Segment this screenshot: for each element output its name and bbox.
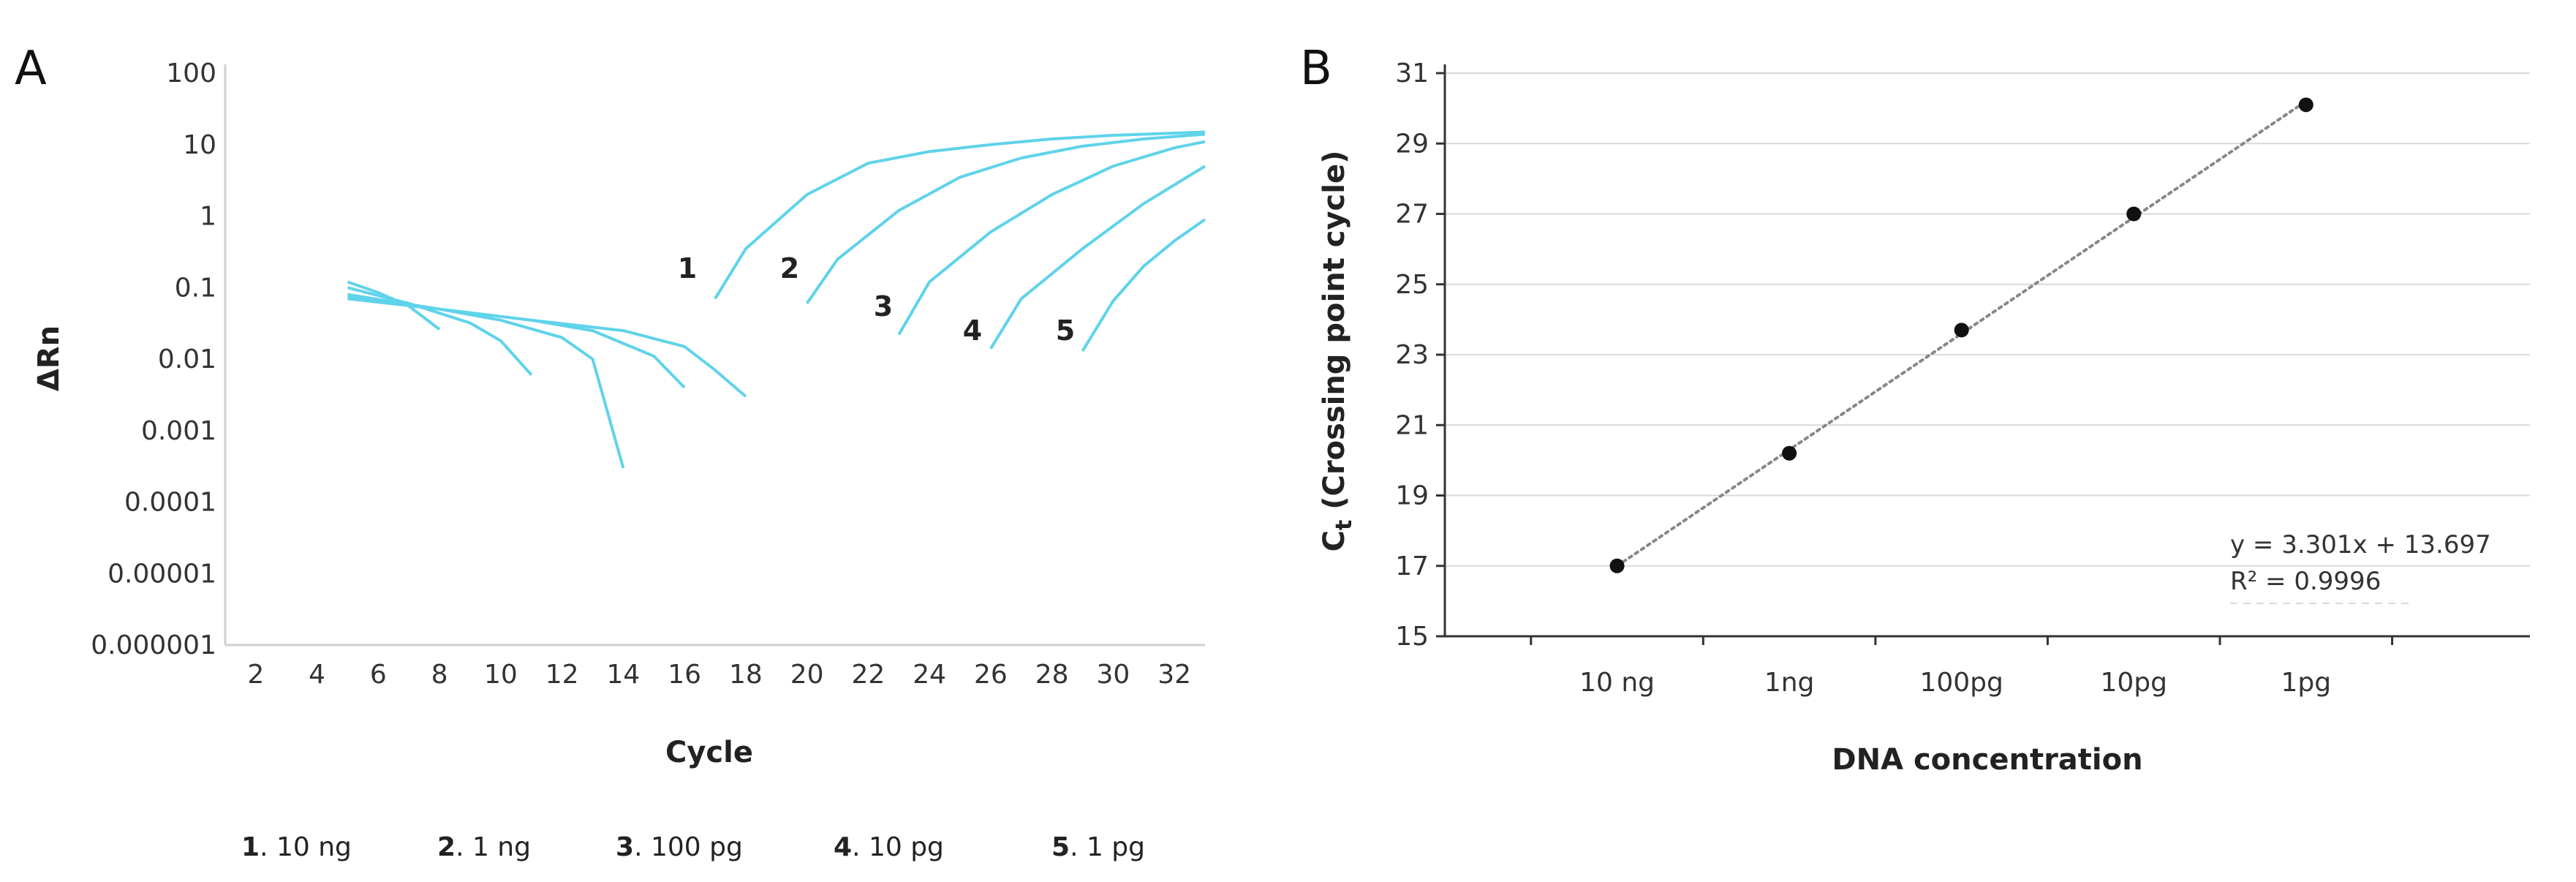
panel-a-label: A xyxy=(15,42,47,96)
panel-b-y-tick: 17 xyxy=(1395,551,1429,581)
panel-b-y-tick: 19 xyxy=(1395,481,1429,511)
panel-a-y-tick: 100 xyxy=(166,59,216,88)
r-squared-label: R² = 0.9996 xyxy=(2230,567,2381,596)
baseline-curve xyxy=(347,297,747,398)
panel-b-y-tick: 25 xyxy=(1395,270,1429,300)
panel-b-x-tick-marks xyxy=(1530,636,2394,645)
amplification-curve-1 xyxy=(714,130,1206,300)
panel-b-gridlines xyxy=(1445,72,2530,567)
panel-b-x-ticks: 10 ng 1ng 100pg 10pg 1pg xyxy=(1579,668,2331,698)
panel-a-y-tick: 0.0001 xyxy=(124,488,216,518)
regression-equation: y = 3.301x + 13.697 xyxy=(2230,530,2491,559)
panel-a-x-ticks: 2 4 6 8 10 12 14 16 18 20 22 24 26 28 30… xyxy=(247,660,1191,690)
panel-a-x-tick: 14 xyxy=(606,660,640,690)
panel-a-y-tick: 1 xyxy=(200,202,216,232)
amplification-curve-3 xyxy=(897,140,1206,336)
legend-item-1: 1. 10 ng xyxy=(241,832,352,862)
panel-a: A ΔRn 100 10 1 0.1 0.01 0.001 0.0001 0.0… xyxy=(15,42,1206,862)
panel-a-x-axis-title: Cycle xyxy=(665,736,753,769)
data-point xyxy=(1782,445,1797,461)
panel-b: B 15 17 19 21 23 25 27 29 31 10 ng 1ng 1… xyxy=(1300,42,2530,777)
curve-label-1: 1 xyxy=(678,252,697,284)
panel-a-x-tick: 26 xyxy=(974,660,1008,690)
amplification-curve-2 xyxy=(805,132,1206,305)
panel-b-x-tick: 1pg xyxy=(2281,668,2331,698)
baseline-curve xyxy=(347,286,533,377)
panel-a-x-tick: 30 xyxy=(1096,660,1130,690)
panel-b-x-tick: 1ng xyxy=(1764,668,1815,698)
panel-b-y-tick: 23 xyxy=(1395,340,1429,370)
panel-a-y-tick: 0.001 xyxy=(141,416,216,446)
panel-a-x-tick: 12 xyxy=(545,660,579,690)
panel-b-y-tick: 31 xyxy=(1395,59,1429,88)
panel-b-y-tick: 29 xyxy=(1395,129,1429,159)
panel-b-y-tick-marks xyxy=(1436,72,1445,638)
panel-b-x-axis-title: DNA concentration xyxy=(1832,743,2142,777)
amplification-curve-5 xyxy=(1081,218,1206,352)
data-point xyxy=(1954,323,1969,338)
panel-a-y-tick: 0.01 xyxy=(158,344,216,374)
panel-b-y-tick: 21 xyxy=(1395,410,1429,440)
panel-b-x-tick: 10 ng xyxy=(1579,668,1655,698)
curve-label-5: 5 xyxy=(1056,314,1075,347)
panel-a-x-tick: 16 xyxy=(668,660,701,690)
baseline-curve xyxy=(347,295,686,389)
legend-item-4: 4. 10 pg xyxy=(834,832,944,862)
amplification-curve-4 xyxy=(989,165,1206,350)
data-point xyxy=(2126,206,2142,222)
panel-b-y-tick: 15 xyxy=(1395,622,1429,652)
panel-a-x-tick: 20 xyxy=(790,660,824,690)
curve-label-4: 4 xyxy=(963,314,982,347)
panel-a-y-tick: 10 xyxy=(183,130,216,160)
panel-b-y-ticks: 15 17 19 21 23 25 27 29 31 xyxy=(1395,59,1429,652)
panel-a-baseline-curves xyxy=(347,280,747,469)
panel-a-x-tick: 4 xyxy=(309,660,325,690)
panel-a-x-tick: 18 xyxy=(729,660,763,690)
baseline-curve xyxy=(347,293,625,469)
curve-label-3: 3 xyxy=(874,290,893,323)
legend-item-5: 5. 1 pg xyxy=(1051,832,1145,862)
panel-a-x-tick: 24 xyxy=(913,660,946,690)
legend-item-2: 2. 1 ng xyxy=(437,832,531,862)
panel-a-x-tick: 6 xyxy=(370,660,387,690)
panel-a-x-tick: 28 xyxy=(1035,660,1069,690)
curve-label-2: 2 xyxy=(780,252,799,284)
panel-a-amplification-curves xyxy=(714,130,1206,352)
panel-a-y-tick: 0.000001 xyxy=(91,630,216,660)
panel-a-y-tick: 0.00001 xyxy=(107,559,216,589)
data-point xyxy=(2298,97,2314,113)
panel-b-label: B xyxy=(1300,42,1332,96)
panel-b-data-points xyxy=(1609,97,2314,573)
panel-b-x-tick: 100pg xyxy=(1919,668,2003,698)
panel-a-y-axis-title: ΔRn xyxy=(32,325,66,391)
panel-a-x-tick: 22 xyxy=(851,660,885,690)
panel-a-legend: 1. 10 ng 2. 1 ng 3. 100 pg 4. 10 pg 5. 1… xyxy=(241,832,1145,862)
legend-item-3: 3. 100 pg xyxy=(616,832,743,862)
panel-a-y-ticks: 100 10 1 0.1 0.01 0.001 0.0001 0.00001 0… xyxy=(91,59,216,660)
panel-a-x-tick: 10 xyxy=(484,660,518,690)
panel-a-x-tick: 8 xyxy=(431,660,448,690)
panel-a-x-tick: 2 xyxy=(247,660,264,690)
panel-a-x-tick: 32 xyxy=(1157,660,1191,690)
panel-b-y-tick: 27 xyxy=(1395,200,1429,230)
panel-b-x-tick: 10pg xyxy=(2100,668,2167,698)
panel-a-y-tick: 0.1 xyxy=(175,273,216,303)
data-point xyxy=(1609,558,1625,573)
panel-b-y-axis-title: Ct (Crossing point cycle) xyxy=(1318,151,1357,552)
